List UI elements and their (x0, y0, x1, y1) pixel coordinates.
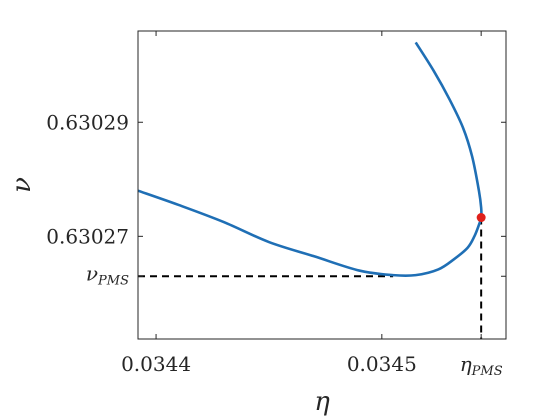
series-curve (137, 41, 483, 278)
nu-pms-sub: PMS (97, 273, 129, 288)
eta-pms-sub: PMS (471, 364, 503, 379)
y-axis-label: ν (7, 177, 37, 193)
y-tick-label: 0.63029 (46, 110, 129, 134)
eta-pms-label: ηPMS (460, 352, 503, 379)
eta-pms-base: η (460, 352, 472, 376)
nu-pms-label: νPMS (86, 261, 129, 288)
x-tick-label: 0.0344 (121, 352, 191, 376)
pms-point-layer (476, 213, 486, 223)
axes-box (137, 30, 507, 340)
pms-point (476, 213, 486, 223)
x-axis-label: η (314, 387, 330, 417)
x-tick-label: 0.0345 (347, 352, 417, 376)
plot-series (137, 41, 483, 278)
axis-ticks (138, 31, 506, 339)
pms-guide-lines (138, 217, 483, 339)
y-tick-label: 0.63027 (46, 224, 129, 248)
nu-pms-base: ν (86, 261, 98, 285)
